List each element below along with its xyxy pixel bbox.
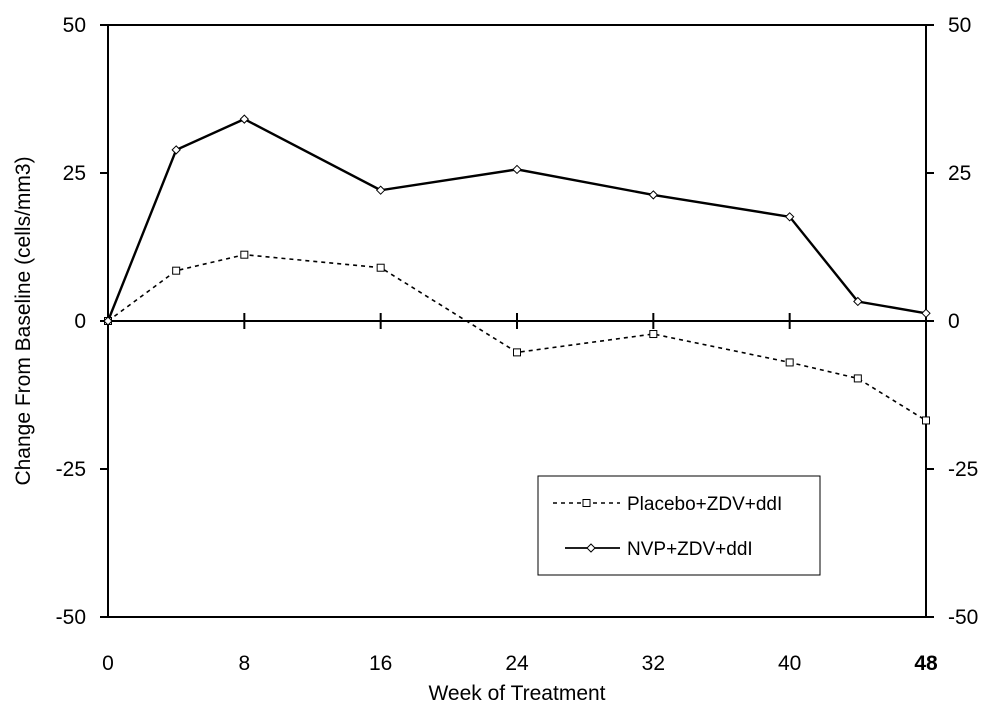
data-point-diamond: [853, 296, 863, 307]
data-point-square: [240, 250, 249, 259]
y-tick-label-right: -25: [948, 458, 978, 481]
data-point-diamond: [171, 145, 181, 155]
y-tick-label-right: 25: [948, 162, 971, 185]
legend-label-placebo: Placebo+ZDV+ddI: [627, 494, 782, 515]
y-axis-title: Change From Baseline (cells/mm3): [12, 156, 35, 485]
data-point-square: [513, 348, 521, 357]
data-point-diamond: [921, 308, 931, 319]
series-line-1: [106, 117, 927, 322]
legend-marker-nvp: [586, 543, 596, 553]
x-tick-label: 48: [914, 652, 938, 675]
x-tick-label: 32: [642, 652, 665, 675]
data-point-square: [853, 374, 862, 383]
y-tick-label-left: 25: [63, 162, 86, 185]
data-point-diamond: [239, 114, 250, 124]
x-tick-label: 0: [102, 652, 114, 675]
data-point-square: [785, 358, 794, 367]
data-point-diamond: [512, 164, 522, 175]
series-line-0: [107, 253, 927, 422]
y-tick-label-right: 0: [948, 310, 960, 333]
data-point-diamond: [648, 190, 659, 200]
y-tick-label-right: 50: [948, 14, 971, 37]
data-point-square: [922, 416, 930, 425]
x-tick-label: 40: [778, 652, 801, 675]
axes: 50 50 25 25 0 0 -25 -25 -50 -50 0 8 16 24 32 40 48: [56, 14, 979, 675]
data-point-square: [649, 330, 658, 339]
legend: Placebo+ZDV+ddI NVP+ZDV+ddI: [537, 475, 821, 576]
y-tick-label-right: -50: [948, 606, 978, 629]
data-point-square: [376, 263, 385, 272]
x-tick-label: 24: [505, 652, 529, 675]
legend-marker-placebo: [582, 499, 591, 507]
legend-box: [537, 475, 821, 576]
y-tick-label-left: -50: [56, 606, 86, 629]
y-tick-label-left: -25: [56, 458, 86, 481]
x-tick-label: 8: [238, 652, 250, 675]
x-tick-label: 16: [369, 652, 392, 675]
data-point-diamond: [784, 212, 795, 222]
x-axis-title: Week of Treatment: [428, 682, 605, 705]
data-point-diamond: [103, 316, 113, 326]
series-layer: [103, 114, 931, 425]
legend-label-nvp: NVP+ZDV+ddI: [627, 539, 753, 560]
y-tick-label-left: 50: [63, 14, 86, 37]
y-tick-label-left: 0: [74, 310, 86, 333]
data-point-diamond: [375, 185, 386, 195]
data-point-square: [172, 266, 181, 275]
